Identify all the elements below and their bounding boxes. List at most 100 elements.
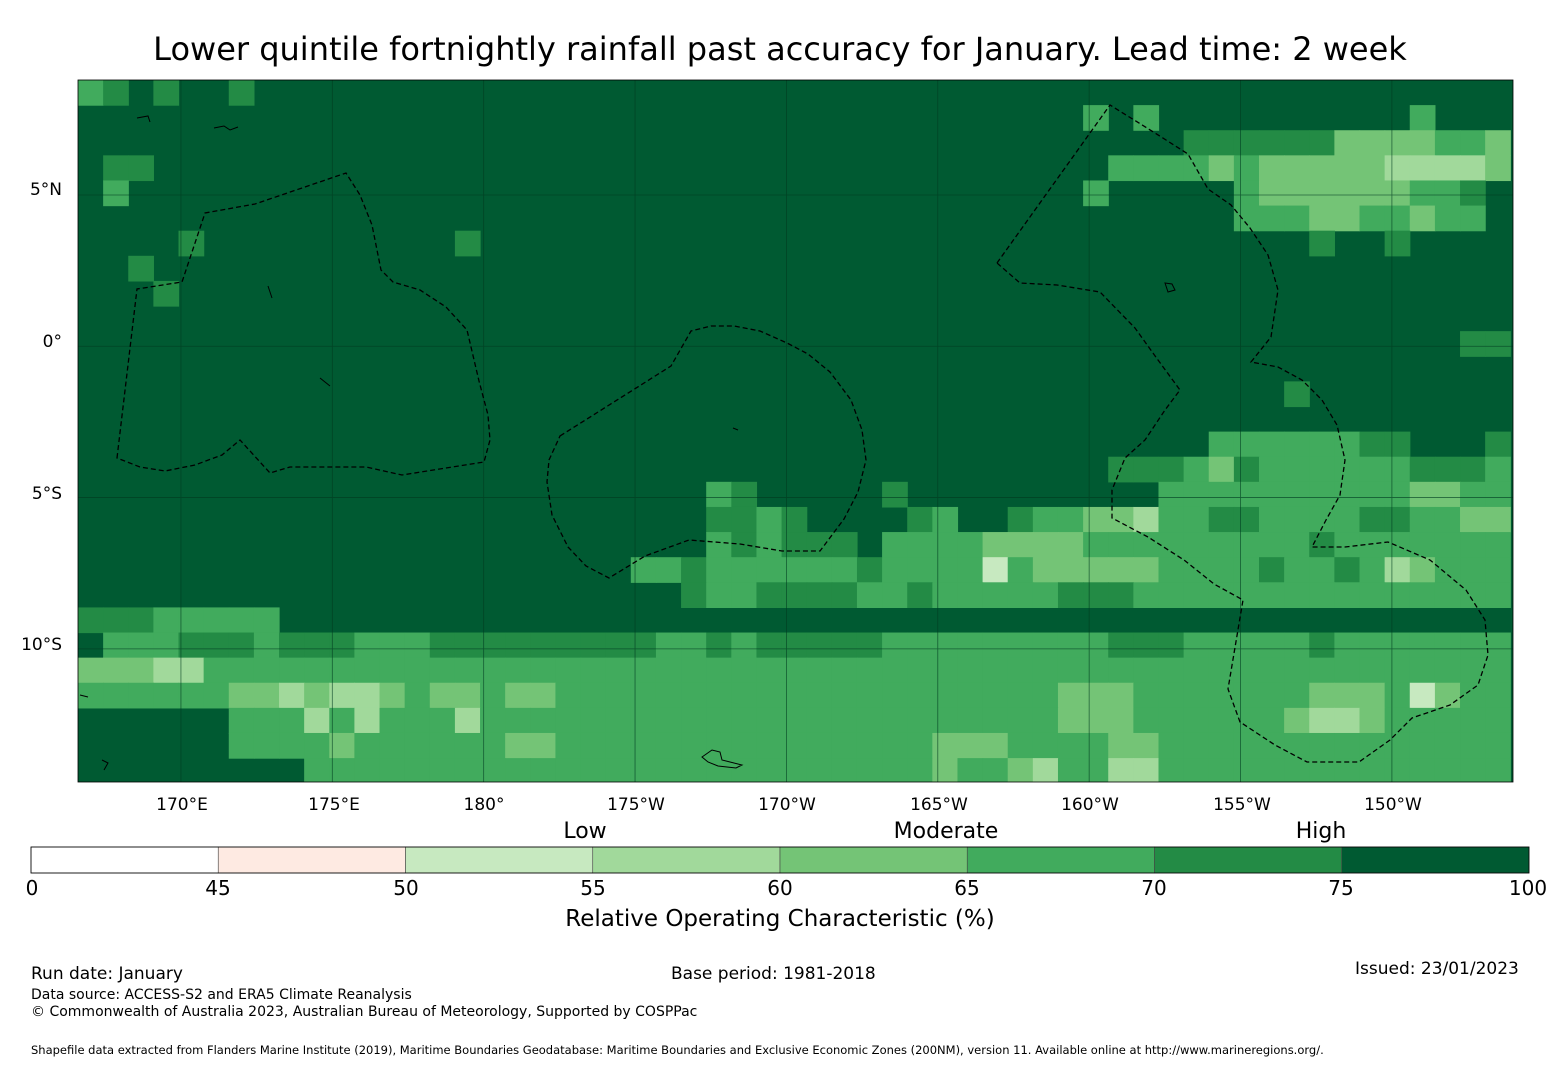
heatmap-cell	[103, 657, 129, 684]
heatmap-cell	[957, 632, 984, 659]
heatmap-cell	[982, 582, 1009, 608]
heatmap-cell	[1259, 180, 1285, 207]
heatmap-cell	[1460, 155, 1486, 182]
heatmap-cell	[253, 682, 280, 709]
heatmap-cell	[454, 707, 481, 734]
colorbar-tick-55: 55	[580, 876, 606, 900]
heatmap-cell	[228, 707, 255, 734]
heatmap-cell	[1183, 632, 1210, 659]
heatmap-cell	[1409, 657, 1436, 684]
heatmap-cell	[1083, 557, 1109, 583]
heatmap-cell	[681, 707, 707, 734]
heatmap-cell	[1284, 456, 1310, 483]
colorbar-tick-65: 65	[954, 876, 980, 900]
heatmap-cell	[354, 632, 381, 659]
heatmap-cell	[1183, 582, 1210, 608]
heatmap-cell	[228, 607, 255, 634]
heatmap-cell	[1083, 532, 1109, 558]
heatmap-cell	[128, 682, 154, 709]
heatmap-cell	[1434, 456, 1461, 483]
heatmap-cell	[1359, 506, 1386, 533]
heatmap-cell	[1057, 557, 1084, 583]
heatmap-cell	[1133, 456, 1160, 483]
heatmap-cell	[128, 607, 154, 634]
heatmap-cell	[806, 682, 833, 709]
heatmap-cell	[1233, 657, 1260, 684]
heatmap-cell	[1133, 657, 1160, 684]
heatmap-cell	[1108, 532, 1134, 558]
heatmap-cell	[1259, 582, 1285, 608]
heatmap-cell	[605, 732, 632, 759]
heatmap-cell	[1158, 532, 1185, 558]
heatmap-cell	[1032, 758, 1059, 782]
heatmap-cell	[1309, 230, 1335, 257]
eez-boundaries	[116, 104, 1489, 763]
heatmap-cell	[1032, 632, 1059, 659]
heatmap-cell	[203, 607, 230, 634]
heatmap-cell	[1359, 707, 1386, 734]
heatmap-cell	[1384, 180, 1411, 207]
heatmap-cell	[178, 682, 205, 709]
heatmap-cell	[1057, 532, 1084, 558]
heatmap-cell	[1485, 532, 1511, 558]
heatmap-cell	[530, 682, 557, 709]
heatmap-cell	[1208, 632, 1235, 659]
heatmap-cell	[1485, 456, 1511, 483]
island-fiji	[79, 694, 89, 698]
heatmap-cell	[103, 682, 129, 709]
heatmap-cell	[555, 682, 582, 709]
heatmap-cell	[1208, 707, 1235, 734]
heatmap-cell	[279, 657, 305, 684]
heatmap-cell	[1309, 758, 1335, 782]
eez-boundary-west	[116, 172, 491, 476]
heatmap-cell	[1007, 582, 1034, 608]
heatmap-cell	[1485, 557, 1511, 583]
heatmap-cell	[907, 632, 933, 659]
heatmap-cell	[1384, 456, 1411, 483]
heatmap-cell	[1460, 657, 1486, 684]
heatmap-cell	[1485, 481, 1511, 508]
heatmap-cell	[655, 682, 682, 709]
heatmap-cell	[806, 582, 833, 608]
heatmap-cell	[580, 657, 607, 684]
heatmap-cell	[1259, 431, 1285, 458]
heatmap-cell	[1434, 506, 1461, 533]
lon-label-170e: 170°E	[156, 795, 208, 815]
heatmap-cell	[982, 632, 1009, 659]
heatmap-cell	[1233, 130, 1260, 156]
heatmap-cell	[580, 707, 607, 734]
heatmap-cell	[781, 707, 808, 734]
heatmap-cell	[1007, 632, 1034, 659]
heatmap-cell	[957, 732, 984, 759]
heatmap-cell	[756, 758, 783, 782]
heatmap-cell	[480, 758, 506, 782]
heatmap-cell	[1434, 130, 1461, 156]
heatmap-cell	[706, 557, 732, 583]
heatmap-cell	[1460, 707, 1486, 734]
heatmap-cell	[1108, 682, 1134, 709]
heatmap-cell	[1434, 557, 1461, 583]
heatmap-cell	[1233, 205, 1260, 232]
heatmap-cell	[1334, 682, 1361, 709]
heatmap-cell	[655, 707, 682, 734]
heatmap-cell	[153, 657, 180, 684]
heatmap-cell	[1309, 431, 1335, 458]
colorbar-tick-100: 100	[1508, 876, 1548, 900]
heatmap-cell	[1460, 481, 1486, 508]
heatmap-cell	[1284, 707, 1310, 734]
heatmap-cell	[1334, 506, 1361, 533]
shapefile-credit: Shapefile data extracted from Flanders M…	[31, 1043, 1324, 1057]
heatmap-cell	[253, 732, 280, 759]
heatmap-cell	[555, 657, 582, 684]
heatmap-cell	[304, 707, 330, 734]
heatmap-cell	[1259, 506, 1285, 533]
heatmap-cell	[1409, 732, 1436, 759]
issued-date: Issued: 23/01/2023	[1355, 959, 1519, 979]
heatmap-cell	[1485, 155, 1511, 182]
heatmap-cell	[1133, 732, 1160, 759]
heatmap-cell	[706, 506, 732, 533]
heatmap-cell	[882, 657, 908, 684]
heatmap-cell	[1259, 732, 1285, 759]
colorbar-segment	[1154, 846, 1343, 874]
heatmap-cell	[128, 632, 154, 659]
